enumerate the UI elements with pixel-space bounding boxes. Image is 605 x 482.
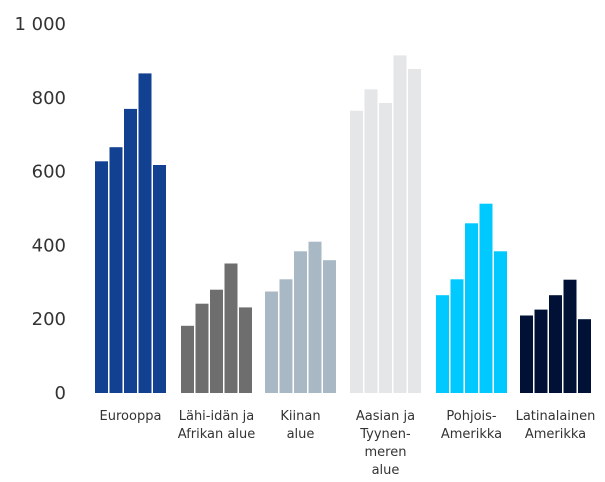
bar: [294, 251, 307, 393]
bar: [494, 251, 507, 393]
bar: [265, 291, 278, 393]
category-label: alue: [372, 463, 400, 478]
category-label: Amerikka: [441, 427, 502, 442]
category-labels: Eurooppa Lähi-idän ja Afrikan alue Kiinan al…: [100, 409, 596, 478]
y-tick-label: 0: [55, 383, 66, 404]
y-tick-label: 200: [32, 309, 66, 330]
bar: [520, 315, 533, 393]
category-label: Pohjois-: [446, 409, 497, 424]
y-tick-label: 1 000: [14, 14, 66, 35]
category-label: alue: [287, 427, 315, 442]
bar: [124, 108, 137, 394]
bar-groups: [95, 55, 591, 394]
bar: [379, 103, 392, 393]
category-label: meren: [365, 445, 407, 460]
bar: [364, 89, 378, 394]
bar: [465, 223, 478, 393]
bar: [239, 307, 252, 393]
category-label: Afrikan alue: [178, 427, 255, 442]
bar: [393, 55, 407, 394]
category-label: Eurooppa: [100, 409, 162, 424]
y-axis-ticks: 0 200 400 600 800 1 000: [14, 14, 66, 404]
bar: [224, 263, 238, 393]
bar: [195, 303, 209, 393]
bar: [279, 279, 293, 393]
bar: [181, 325, 194, 393]
bar: [408, 69, 421, 393]
bar: [563, 279, 577, 393]
bar: [549, 295, 562, 393]
bar: [109, 147, 123, 393]
bar-group: [436, 203, 507, 393]
bar: [323, 260, 336, 393]
y-tick-label: 800: [32, 88, 66, 109]
category-label: Aasian ja: [356, 409, 415, 424]
y-tick-label: 400: [32, 235, 66, 256]
bar: [153, 165, 166, 393]
bar-group: [520, 279, 591, 393]
bar: [95, 161, 108, 393]
bar: [578, 319, 591, 393]
bar: [479, 203, 493, 393]
bar: [308, 241, 322, 393]
bar-group: [350, 55, 421, 394]
category-label: Kiinan: [280, 409, 320, 424]
category-label: Amerikka: [525, 427, 586, 442]
bar-group: [265, 241, 336, 393]
bar-group: [95, 73, 166, 394]
bar: [350, 110, 363, 393]
bar-group: [181, 263, 252, 393]
category-label: Latinalainen: [516, 409, 596, 424]
bar: [534, 309, 548, 393]
category-label: Lähi-idän ja: [179, 409, 255, 424]
bar: [436, 295, 449, 393]
bar: [138, 73, 152, 394]
y-tick-label: 600: [32, 162, 66, 183]
bar: [210, 289, 223, 393]
bar: [450, 279, 464, 393]
category-label: Tyynen-: [359, 427, 411, 442]
